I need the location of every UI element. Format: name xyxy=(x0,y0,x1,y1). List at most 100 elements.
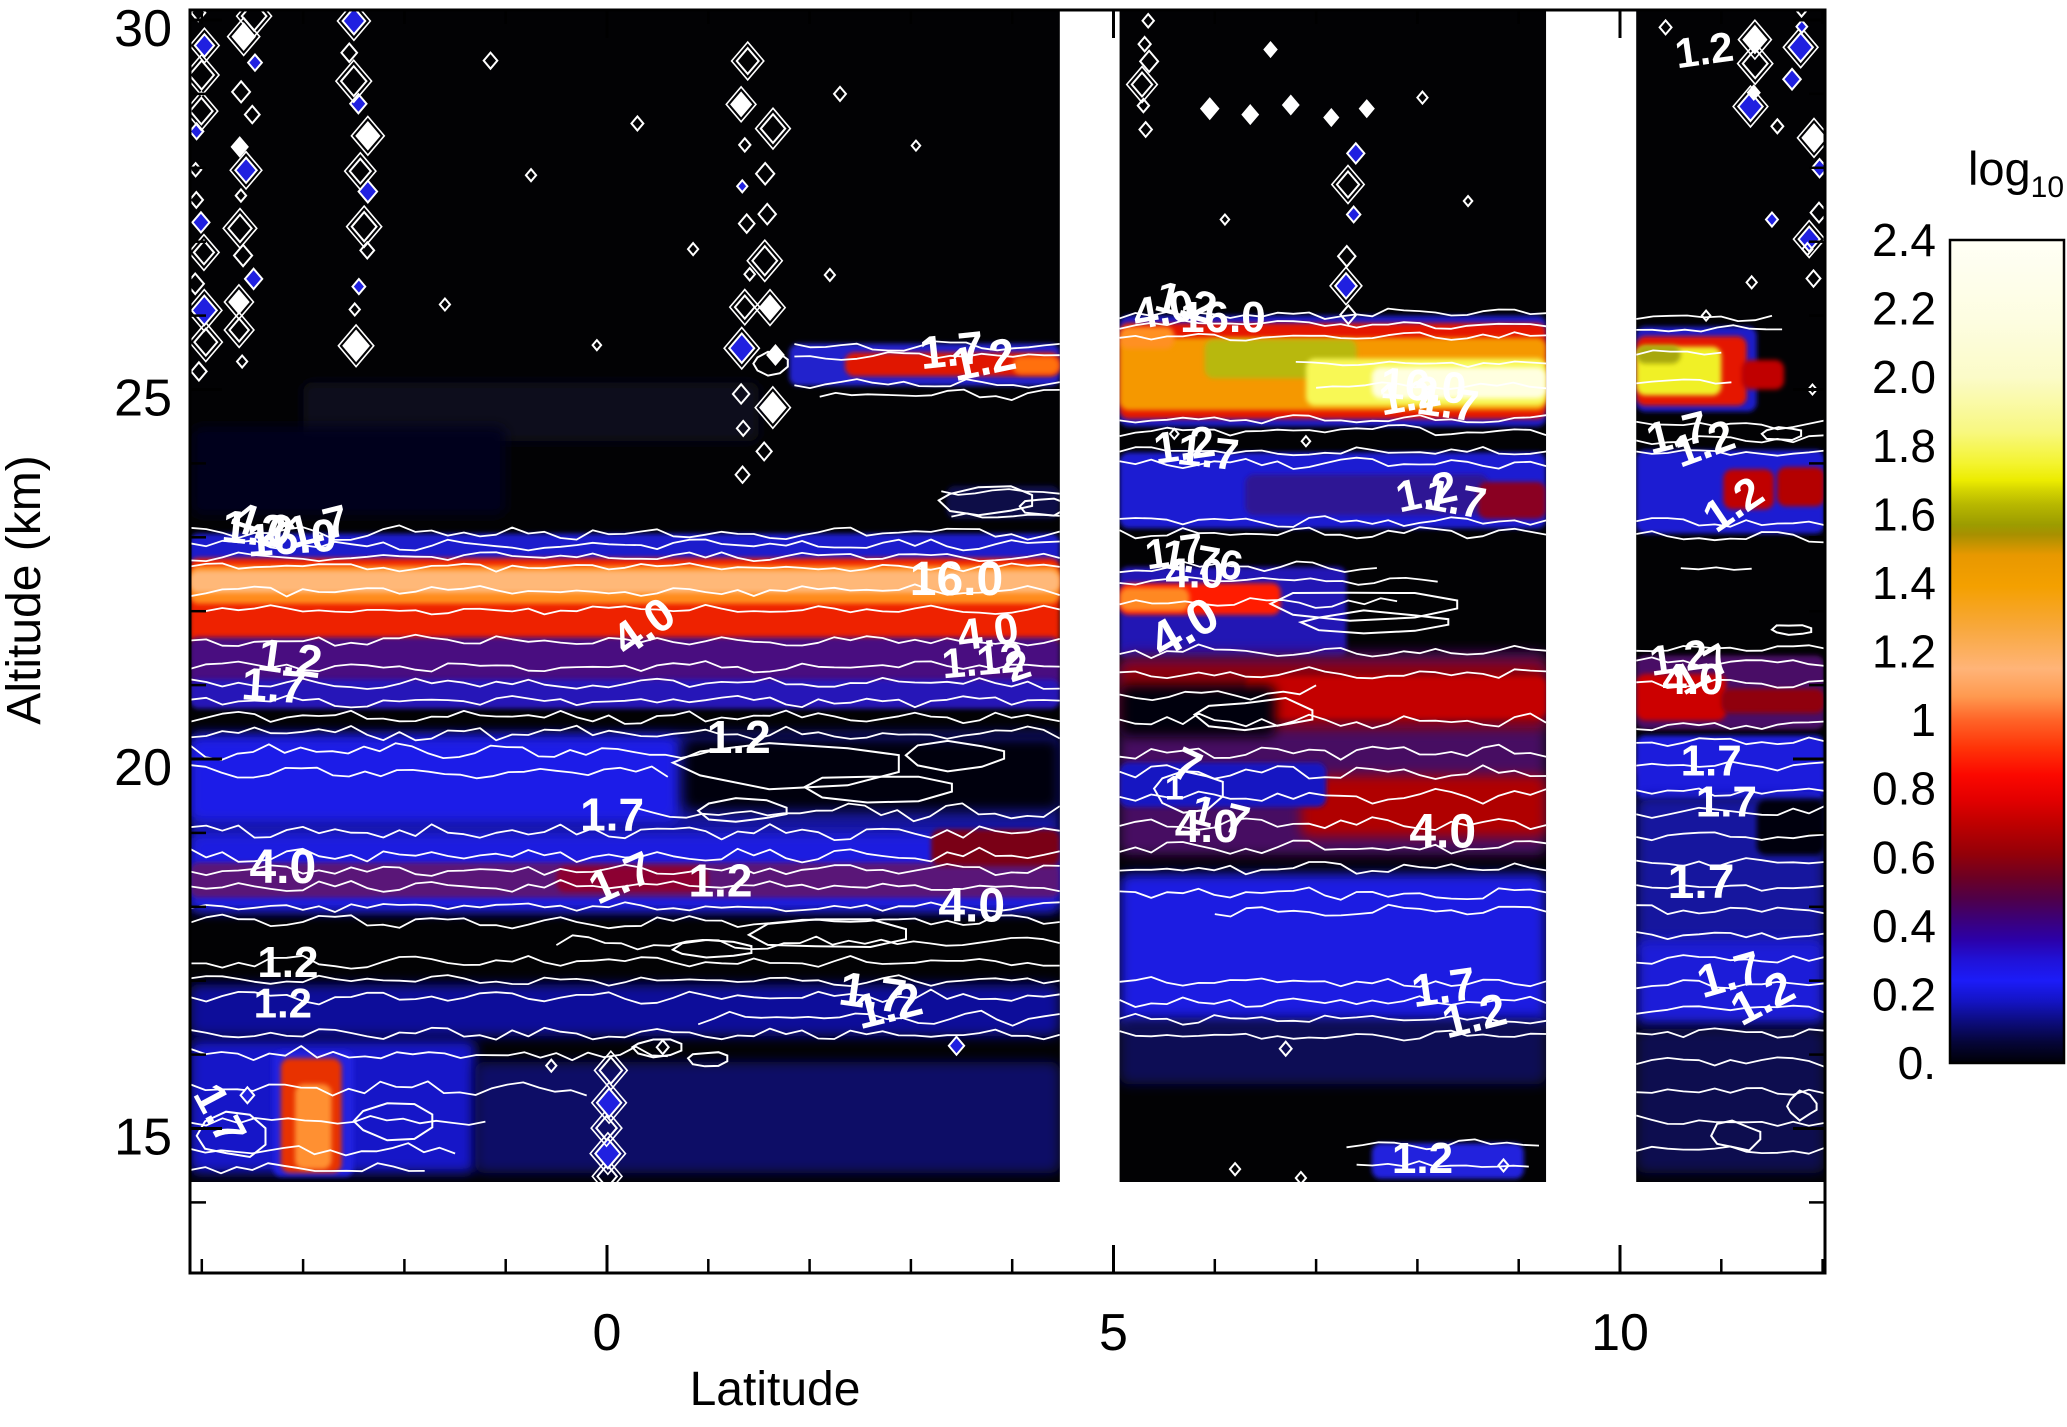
contour-speck xyxy=(1416,90,1429,106)
contour-speck xyxy=(341,10,367,36)
contour-label: 1.7 xyxy=(1421,470,1490,529)
color-band xyxy=(1723,469,1774,510)
contour-speck-ring xyxy=(746,238,784,283)
contour-speck xyxy=(359,240,376,261)
contour-line xyxy=(190,988,1060,1006)
contour-labels-layer: 4.01.216.01.716.04.0 4.01.1221.21.71.21.7… xyxy=(184,23,1803,1183)
contour-speck xyxy=(235,353,249,370)
contour-label: 1.2 xyxy=(947,327,1020,391)
contour-line xyxy=(190,1162,425,1175)
contour-speck-ring xyxy=(223,283,255,321)
contour-line xyxy=(190,742,729,761)
contour-speck xyxy=(1281,94,1300,116)
contour-speck xyxy=(234,187,248,204)
contour-line xyxy=(190,524,1060,541)
contour-line xyxy=(190,660,1060,674)
contour-speck xyxy=(1800,241,1814,257)
contour-line xyxy=(1680,566,1752,571)
y-tick-label: 30 xyxy=(114,0,172,58)
contour-line xyxy=(190,604,1060,616)
contour-speck xyxy=(1138,49,1160,74)
contour-line xyxy=(190,633,1060,647)
contour-speck xyxy=(1462,194,1474,208)
contour-line xyxy=(1636,831,1825,842)
contour-speck xyxy=(759,391,787,424)
contour-label: 1.2 xyxy=(1647,630,1711,685)
contour-speck xyxy=(1742,24,1768,55)
contour-line xyxy=(1636,378,1732,385)
contour-speck xyxy=(1130,71,1154,99)
contour-label: 1.2 xyxy=(1392,1134,1453,1183)
contour-speck xyxy=(1781,67,1803,92)
contour-speck xyxy=(1263,41,1278,59)
contour-speck xyxy=(190,121,205,141)
contour-line xyxy=(1119,446,1547,457)
contour-speck xyxy=(482,51,499,71)
contour-speck-ring xyxy=(593,1049,629,1091)
contour-blob-outline xyxy=(696,797,788,823)
contour-speck xyxy=(191,210,211,235)
color-band xyxy=(1371,367,1547,399)
contour-lines-layer xyxy=(190,307,1825,1175)
contour-speck xyxy=(228,289,250,315)
contour-label: 16.0 xyxy=(910,553,1003,606)
contour-speck-ring xyxy=(723,326,761,371)
contour-speck xyxy=(1168,427,1180,441)
contour-line xyxy=(1636,736,1825,747)
contour-speck-ring xyxy=(1737,19,1773,61)
contour-line xyxy=(1119,424,1547,437)
contour-line xyxy=(1636,1114,1825,1127)
color-band xyxy=(190,984,1060,1037)
contour-speck xyxy=(1241,104,1260,126)
contour-label: 4.0 xyxy=(938,880,1005,933)
color-band xyxy=(1756,799,1825,856)
contour-speck xyxy=(1358,99,1375,119)
contour-label: 4.0 xyxy=(954,604,1021,661)
contour-speck-ring xyxy=(725,85,757,124)
contour-speck-ring xyxy=(190,233,221,272)
contour-line xyxy=(1119,861,1547,876)
color-band xyxy=(1119,587,1190,612)
contour-line xyxy=(190,901,1060,913)
color-band xyxy=(1636,1028,1825,1173)
color-band xyxy=(1119,873,1547,1029)
contour-line xyxy=(1119,886,1547,901)
contour-speck-ring xyxy=(350,115,386,157)
contour-line xyxy=(1119,839,1547,855)
contour-speck-ring xyxy=(337,323,375,368)
contour-speck xyxy=(350,210,378,243)
color-band xyxy=(1636,735,1825,800)
contour-line xyxy=(941,488,1060,496)
contour-line xyxy=(1119,307,1547,320)
contour-speck xyxy=(733,294,756,321)
contour-speck-ring xyxy=(1782,25,1820,69)
contour-speck xyxy=(340,41,359,64)
contour-speck xyxy=(1658,18,1673,36)
contour-speck xyxy=(947,1035,966,1057)
contour-line xyxy=(1636,954,1825,965)
contour-speck-ring xyxy=(190,26,221,65)
contour-line xyxy=(1316,381,1547,391)
contour-line xyxy=(1636,1056,1825,1068)
contour-label: 1.7 xyxy=(1414,375,1481,432)
contour-label: 4.0 xyxy=(1165,550,1223,597)
contour-line xyxy=(1119,1012,1547,1026)
color-band xyxy=(1012,356,1060,375)
contour-label: 1.7 xyxy=(1668,856,1735,909)
contour-speck xyxy=(438,296,452,313)
color-band xyxy=(190,637,1060,689)
contour-line xyxy=(190,879,1060,893)
contour-line xyxy=(1119,575,1438,586)
contour-speck xyxy=(735,46,760,76)
contour-speck-ring xyxy=(754,106,792,151)
y-tick-label: 15 xyxy=(114,1109,172,1167)
colorbar-tick-label: 1.2 xyxy=(1872,626,1936,678)
contour-speck xyxy=(1294,1170,1308,1182)
color-band xyxy=(190,570,1060,593)
contour-speck-ring xyxy=(589,1131,627,1176)
contour-speck-ring xyxy=(190,288,223,333)
contour-line xyxy=(190,1115,486,1127)
contour-speck-ring xyxy=(1736,41,1774,86)
contour-line xyxy=(555,934,1060,951)
